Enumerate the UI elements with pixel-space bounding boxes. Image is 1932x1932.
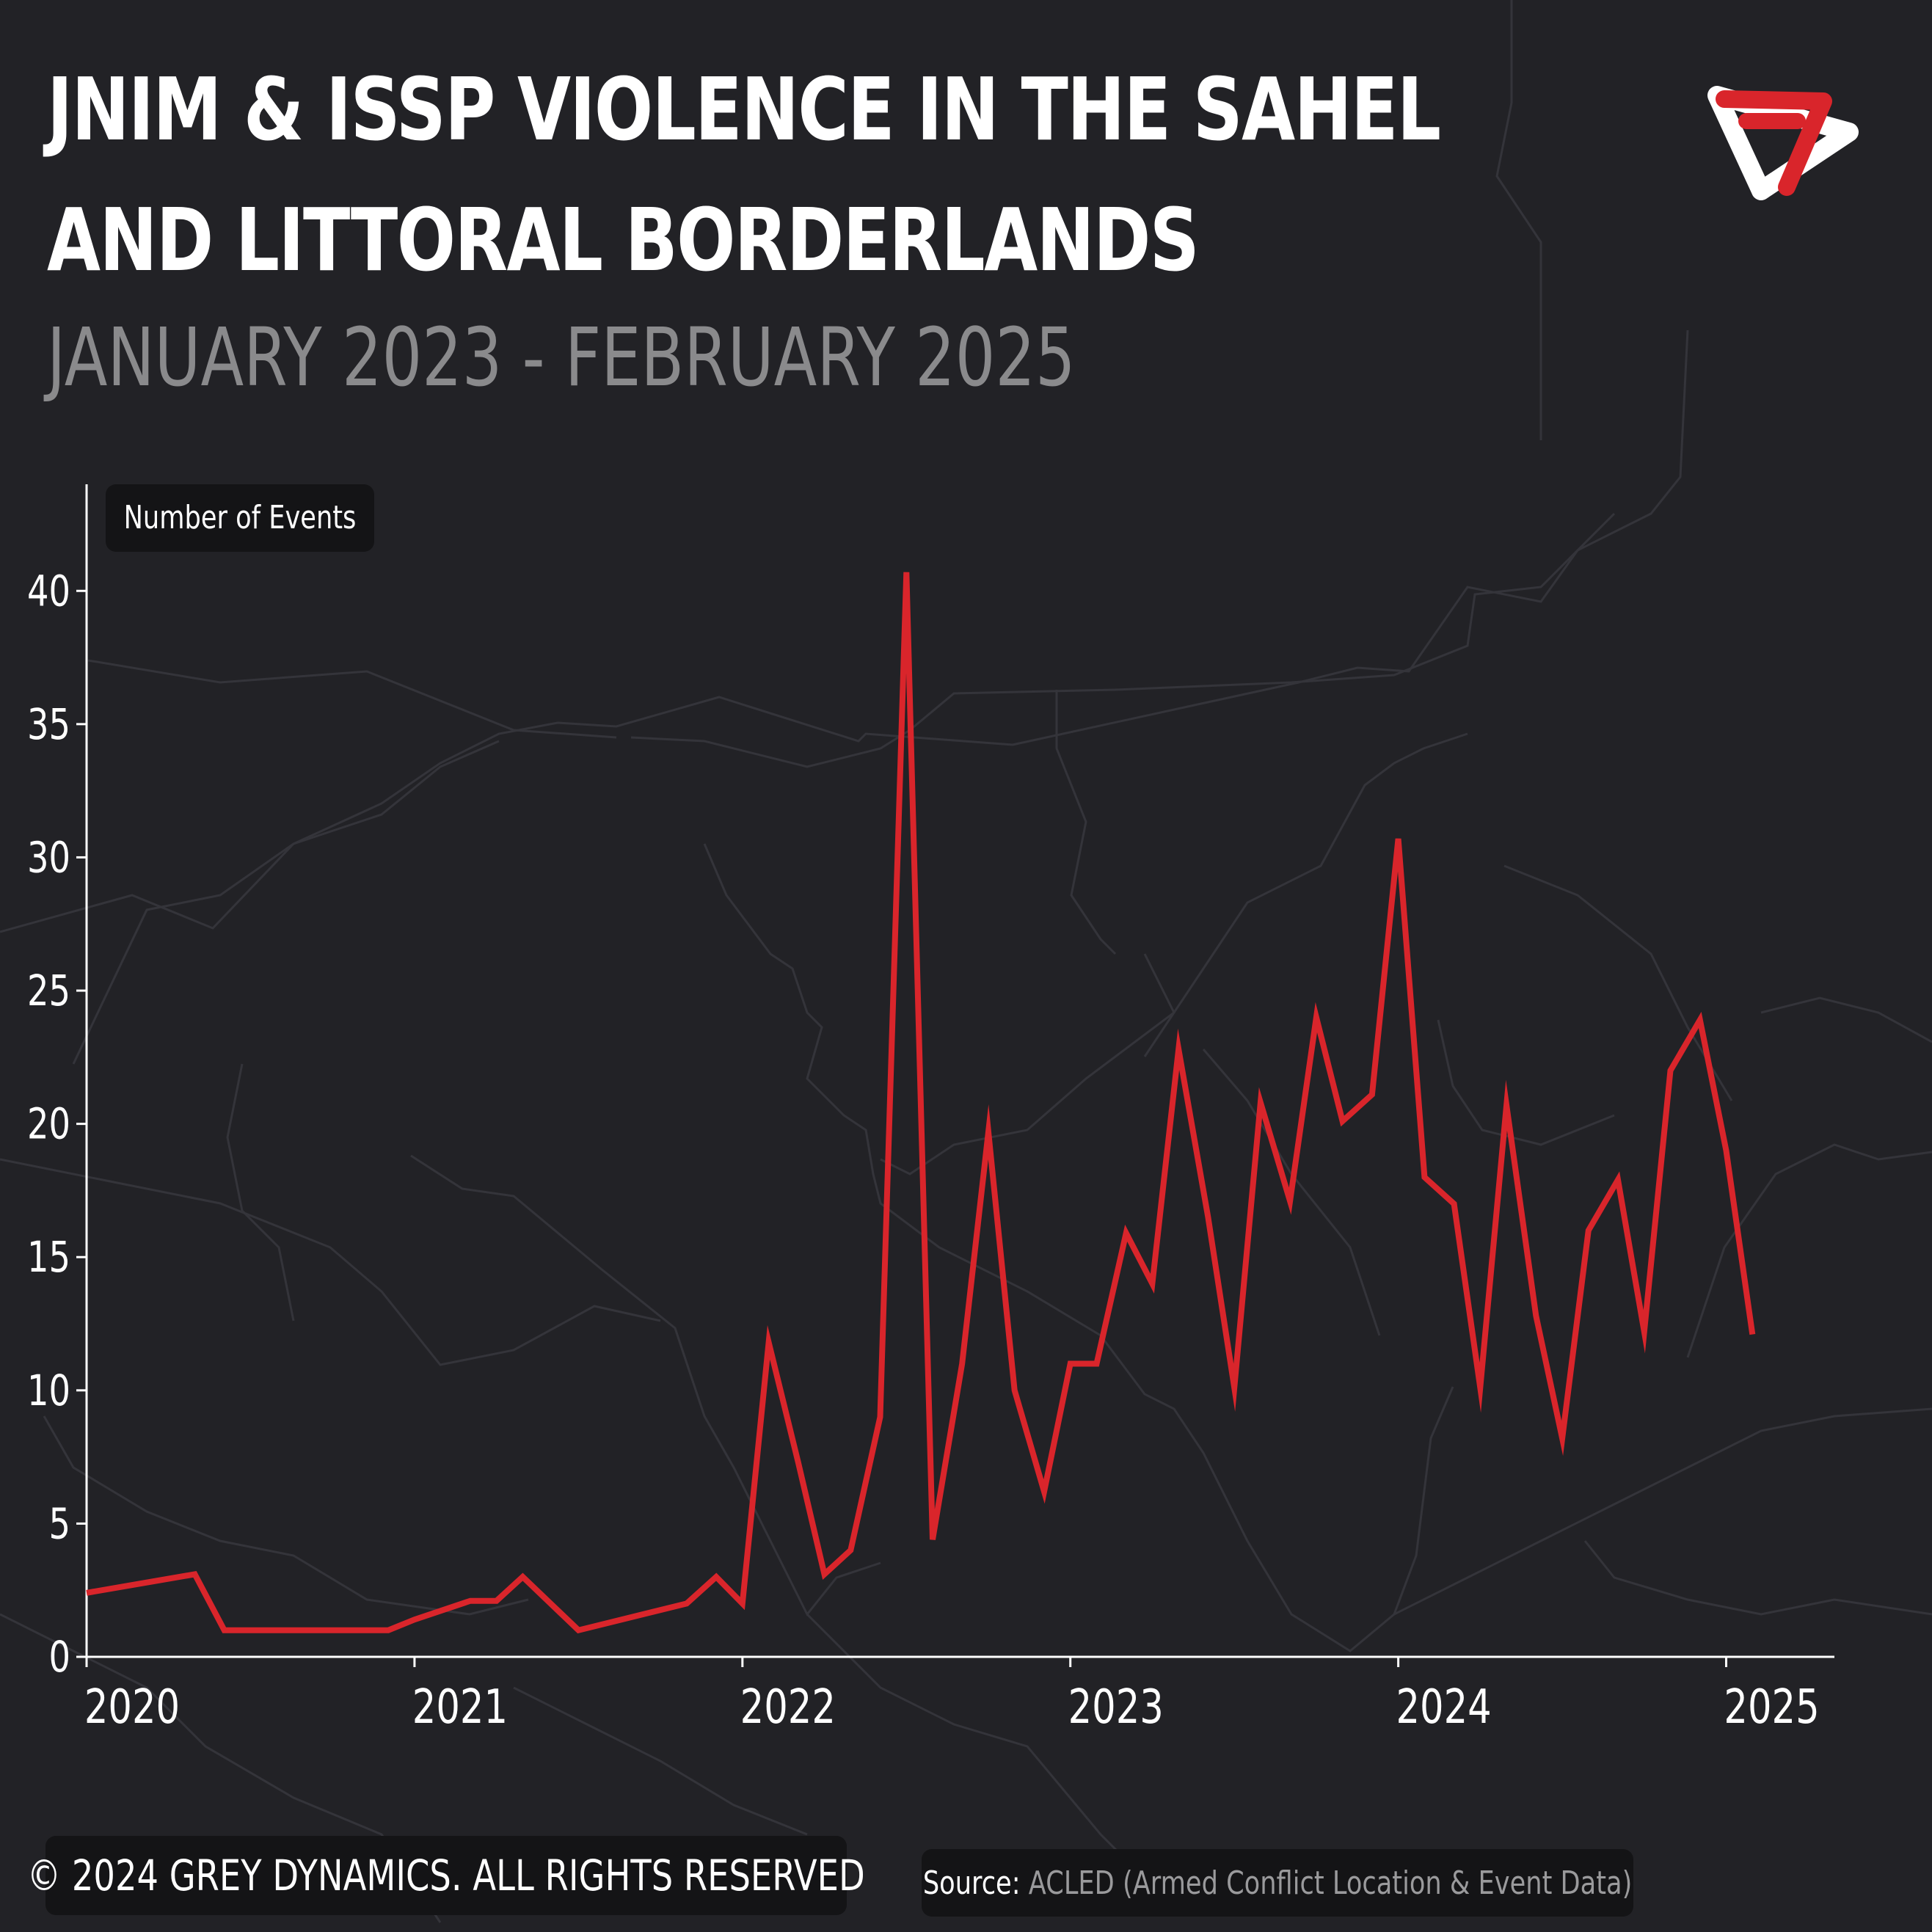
source-text: ACLED (Armed Conflict Location & Event D… — [1028, 1864, 1633, 1902]
x-tick-label: 2020 — [84, 1679, 180, 1734]
x-tick-label: 2024 — [1396, 1679, 1491, 1734]
y-tick-label: 5 — [48, 1499, 70, 1548]
y-tick-label: 25 — [27, 966, 70, 1016]
x-tick-label: 2023 — [1068, 1679, 1164, 1734]
y-tick-label: 40 — [27, 566, 70, 616]
source-label: Source: — [922, 1864, 1021, 1902]
x-tick-label: 2022 — [740, 1679, 836, 1734]
chart-subtitle: JANUARY 2023 - FEBRUARY 2025 — [47, 310, 1076, 404]
y-axis-label-badge — [106, 484, 374, 552]
copyright-text: © 2024 GREY DYNAMICS. ALL RIGHTS RESERVE… — [27, 1851, 865, 1900]
y-tick-label: 35 — [27, 700, 70, 749]
y-tick-label: 0 — [48, 1633, 70, 1682]
x-tick-label: 2025 — [1724, 1679, 1819, 1734]
y-tick-label: 20 — [27, 1100, 70, 1149]
source-badge: Source: ACLED (Armed Conflict Location &… — [922, 1849, 1633, 1917]
y-tick-label: 15 — [27, 1233, 70, 1282]
series-line — [86, 572, 1756, 1634]
y-tick-label: 30 — [27, 833, 70, 882]
grey-dynamics-logo-icon — [1707, 86, 1859, 200]
chart-title-line-2: AND LITTORAL BORDERLANDS — [47, 189, 1200, 291]
chart-title-line-1: JNIM & ISSP VIOLENCE IN THE SAHEL — [47, 59, 1441, 160]
x-tick-label: 2021 — [412, 1679, 508, 1734]
y-axis-label: Number of Events — [124, 499, 357, 536]
copyright-badge: © 2024 GREY DYNAMICS. ALL RIGHTS RESERVE… — [27, 1836, 865, 1915]
y-tick-label: 10 — [27, 1366, 70, 1415]
